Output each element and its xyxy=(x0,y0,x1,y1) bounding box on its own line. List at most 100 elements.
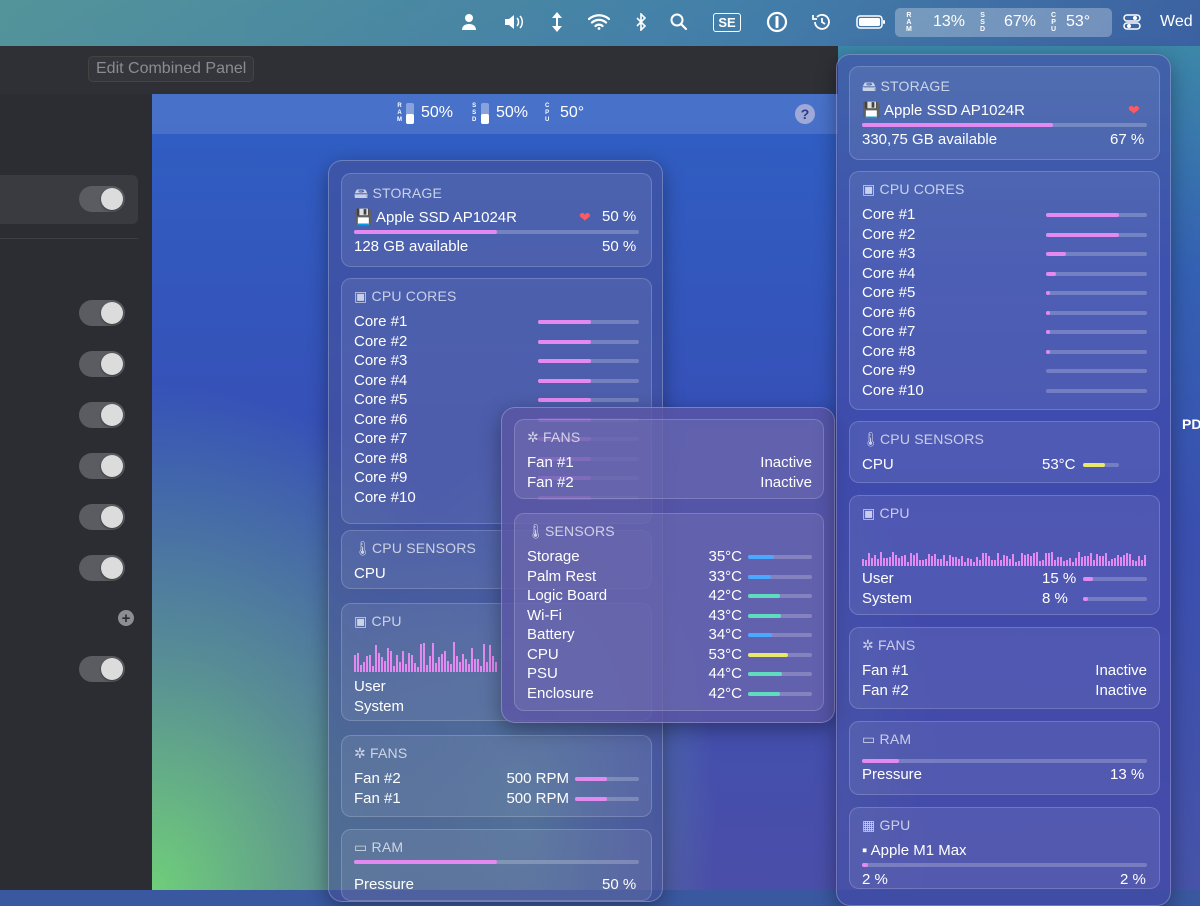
search-icon[interactable] xyxy=(668,11,690,33)
fan-row: Fan #2 Inactive xyxy=(527,474,812,494)
disk-name: Apple SSD AP1024R xyxy=(884,102,1025,119)
input-source-button[interactable]: SE xyxy=(712,11,742,33)
toggle-switch[interactable] xyxy=(79,300,125,326)
cpu-history-bar xyxy=(1126,553,1128,566)
core-label: Core #1 xyxy=(862,206,916,223)
cpu-history-bar xyxy=(354,655,356,672)
cpu-history-bar xyxy=(408,653,410,672)
cpu-history-bar xyxy=(895,555,897,566)
cpu-history-bar xyxy=(471,648,473,672)
cpu-history-bar xyxy=(913,555,915,566)
core-usage-fill xyxy=(1046,252,1067,256)
cpu-history-bar xyxy=(1072,562,1074,566)
sensor-name: Storage xyxy=(527,548,580,565)
cpu-history-bar xyxy=(1027,554,1029,566)
cpu-history-bar xyxy=(480,666,482,672)
cpu-history-bar xyxy=(465,659,467,672)
help-button[interactable]: ? xyxy=(795,104,815,124)
toggle-switch[interactable] xyxy=(79,402,125,428)
desktop-edge-label: PD xyxy=(1182,416,1200,432)
cpu-history-bar xyxy=(405,664,407,672)
sensor-bar xyxy=(748,594,812,598)
fan-value: Inactive xyxy=(1095,681,1147,699)
core-usage-bar xyxy=(538,359,639,363)
cpu-history-bar xyxy=(979,560,981,566)
toggle-switch[interactable] xyxy=(79,186,125,212)
cpu-history-bar xyxy=(1021,553,1023,566)
cpu-history-bar xyxy=(1015,562,1017,566)
cpu-history-bar xyxy=(1078,552,1080,566)
sync-arrows-icon[interactable] xyxy=(546,11,568,33)
gpu-usage-left: 2 % xyxy=(862,871,888,888)
sensor-name: Palm Rest xyxy=(527,567,597,585)
cpu-history-bar xyxy=(1003,555,1005,566)
add-icon[interactable]: + xyxy=(118,610,134,627)
sensor-bar xyxy=(748,574,812,579)
cpu-history-bar xyxy=(931,556,933,566)
time-machine-icon[interactable] xyxy=(810,11,834,33)
fan-speed-fill xyxy=(575,796,607,801)
cpu-history-bar xyxy=(1063,561,1065,566)
wifi-icon[interactable] xyxy=(586,11,612,33)
user-icon[interactable] xyxy=(458,11,480,33)
fan-name: Fan #1 xyxy=(862,662,909,679)
sensor-fill xyxy=(748,652,788,657)
storage-available: 128 GB available xyxy=(354,238,469,255)
toggle-switch[interactable] xyxy=(79,656,125,682)
toggle-switch[interactable] xyxy=(79,453,125,479)
cpu-history-bar xyxy=(402,651,404,672)
sensor-fill xyxy=(748,594,780,598)
fan-row: Fan #1 500 RPM xyxy=(354,790,639,810)
cpu-history-bar xyxy=(922,560,924,566)
gpu-chip-icon: ▪ xyxy=(862,842,868,859)
gpu-name-row: ▪ Apple M1 Max xyxy=(862,842,967,859)
ram-pressure-value: 13 % xyxy=(1110,766,1145,783)
fan-name: Fan #2 xyxy=(527,473,574,491)
toggle-switch[interactable] xyxy=(79,504,125,530)
storage-header: 🖴 STORAGE xyxy=(862,78,951,94)
core-usage-bar xyxy=(1046,310,1147,315)
core-row: Core #1 xyxy=(862,206,1147,226)
core-usage-bar xyxy=(538,398,639,402)
heart-icon[interactable]: ❤ xyxy=(1128,102,1140,118)
toggle-switch[interactable] xyxy=(79,351,125,377)
sensor-fill xyxy=(748,691,780,696)
cpu-history-bar xyxy=(387,648,389,672)
core-usage-fill xyxy=(1046,271,1057,276)
volume-icon[interactable] xyxy=(502,11,528,33)
menubar-clock[interactable]: Wed xyxy=(1160,13,1193,30)
disk-name: Apple SSD AP1024R xyxy=(376,209,517,226)
core-row: Core #3 xyxy=(862,245,1147,265)
cpu-history-bar xyxy=(880,552,882,566)
cpu-history-bar xyxy=(420,644,422,672)
popup-fans-header: ✲ FANS xyxy=(527,429,581,445)
cpu-history-bar xyxy=(1018,561,1020,566)
selected-setting-row[interactable] xyxy=(0,175,138,224)
cpu-history-bar xyxy=(1084,556,1086,566)
cpu-history-bar xyxy=(384,661,386,672)
edit-combined-panel-button[interactable]: Edit Combined Panel xyxy=(88,56,255,82)
disk-name-row: 💾 Apple SSD AP1024R xyxy=(354,208,517,226)
cpu-history-graph xyxy=(862,546,1147,566)
core-label: Core #4 xyxy=(354,371,408,389)
fan-row: Fan #1 Inactive xyxy=(862,662,1147,682)
core-row: Core #1 xyxy=(354,313,639,333)
ram-value: 13% xyxy=(933,13,966,30)
control-center-icon[interactable] xyxy=(1120,11,1144,33)
core-usage-bar xyxy=(538,320,639,324)
cpu-history-bar xyxy=(486,662,488,672)
cpu-history-bar xyxy=(1024,555,1026,566)
bluetooth-icon[interactable] xyxy=(630,11,652,33)
password-manager-icon[interactable] xyxy=(765,11,789,33)
cpu-history-bar xyxy=(1045,553,1047,566)
cpu-history-bar xyxy=(492,656,494,672)
ram-pressure-bar xyxy=(354,860,639,864)
toggle-switch[interactable] xyxy=(79,555,125,581)
battery-icon[interactable] xyxy=(855,11,887,33)
fan-name: Fan #2 xyxy=(354,770,401,787)
